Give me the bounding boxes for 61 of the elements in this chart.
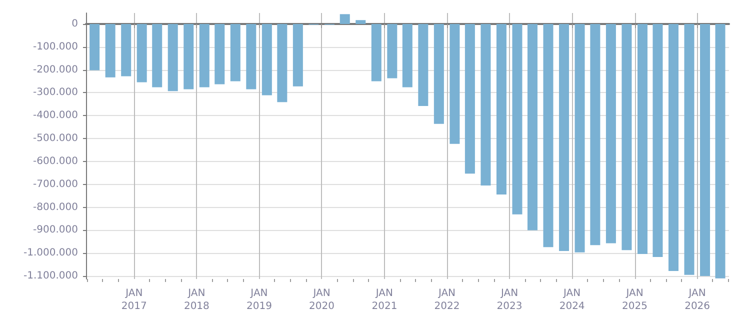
bar <box>230 24 240 82</box>
bar <box>292 24 303 86</box>
bar <box>668 24 678 271</box>
bar <box>262 24 272 96</box>
bar <box>652 24 663 258</box>
bar <box>527 24 538 230</box>
bar <box>121 24 132 76</box>
x-tick-label: JAN 2026 <box>684 288 710 312</box>
bar <box>559 24 570 252</box>
bar <box>590 24 600 246</box>
bar <box>90 24 100 70</box>
bar <box>496 24 506 194</box>
bar <box>356 20 366 24</box>
bar <box>136 24 147 82</box>
bar <box>480 24 491 186</box>
bar <box>606 24 616 244</box>
bar <box>450 24 460 144</box>
y-tick-label: -100.000 <box>33 41 78 52</box>
bar <box>512 24 522 214</box>
bar <box>214 24 225 84</box>
x-tick-label: JAN 2022 <box>434 288 460 312</box>
bar <box>184 24 194 90</box>
bar <box>199 24 210 88</box>
bar <box>418 24 428 106</box>
bar <box>464 24 475 174</box>
bar <box>246 24 256 90</box>
x-tick-label: JAN 2017 <box>121 288 147 312</box>
bar <box>637 24 648 254</box>
bar <box>574 24 585 252</box>
x-tick-label: JAN 2019 <box>246 288 272 312</box>
y-tick-label: -700.000 <box>33 178 78 190</box>
y-tick-label: -1.000.000 <box>23 248 78 259</box>
x-tick-label: JAN 2021 <box>372 288 398 312</box>
bar <box>684 24 694 275</box>
y-tick-label: -200.000 <box>33 64 78 76</box>
bar <box>715 24 726 278</box>
bar <box>340 14 350 24</box>
bar <box>277 24 288 102</box>
y-tick-label: -500.000 <box>33 133 78 144</box>
x-tick-label: JAN 2023 <box>496 288 522 312</box>
bar <box>700 24 710 276</box>
y-tick-label: -900.000 <box>33 224 78 236</box>
y-tick-label: -1.100.000 <box>23 270 78 282</box>
x-tick-label: JAN 2018 <box>184 288 210 312</box>
bar <box>543 24 554 248</box>
x-tick-label: JAN 2025 <box>622 288 648 312</box>
bar <box>105 24 116 78</box>
bar <box>434 24 444 124</box>
x-tick-label: JAN 2024 <box>559 288 585 312</box>
y-tick-label: 0 <box>72 18 78 30</box>
bar <box>622 24 632 250</box>
bar <box>402 24 412 88</box>
x-tick-label: JAN 2020 <box>309 288 334 312</box>
bar <box>152 24 162 88</box>
y-tick-label: -800.000 <box>33 202 78 213</box>
bar <box>371 24 382 82</box>
y-tick-label: -400.000 <box>33 110 78 122</box>
y-tick-label: -600.000 <box>33 156 78 167</box>
bar <box>387 24 398 78</box>
bar <box>168 24 178 92</box>
y-tick-label: -300.000 <box>33 87 78 98</box>
